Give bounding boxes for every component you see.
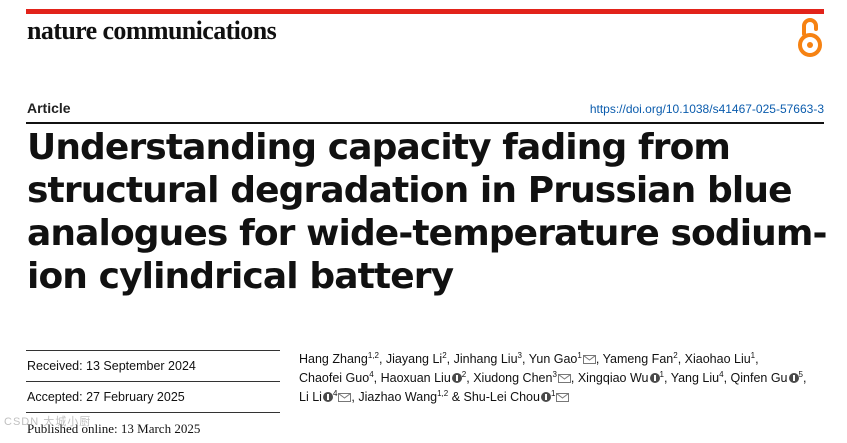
author-name-text: Shu-Lei Chou xyxy=(463,390,540,404)
author-name[interactable]: Yameng Fan2 xyxy=(602,351,678,367)
author-name[interactable]: Hang Zhang1,2 xyxy=(299,351,379,367)
author-name-text: Yang Liu xyxy=(670,371,720,385)
author-affiliation: 1 xyxy=(550,389,556,398)
author-name[interactable]: Yang Liu4 xyxy=(670,370,724,386)
open-access-lock-icon xyxy=(798,18,822,57)
author-name[interactable]: Xiaohao Liu1 xyxy=(684,351,756,367)
author-name[interactable]: Xiudong Chen3 xyxy=(473,371,571,385)
author-name-text: Haoxuan Liu xyxy=(380,371,451,385)
author-name-text: Yun Gao xyxy=(528,352,578,366)
orcid-icon[interactable] xyxy=(540,392,551,402)
author-name[interactable]: Qinfen Gu 5 xyxy=(730,370,803,386)
author-list: Hang Zhang1,2, Jiayang Li2, Jinhang Liu3… xyxy=(299,351,807,405)
author-affiliation: 3 xyxy=(517,351,522,360)
author-affiliation: 3 xyxy=(552,370,557,379)
publication-dates: Received: 13 September 2024 Accepted: 27… xyxy=(26,350,280,443)
author-name-text: Xiaohao Liu xyxy=(684,352,751,366)
author-name-text: Jiayang Li xyxy=(385,352,443,366)
author-affiliation: 4 xyxy=(332,389,338,398)
author-name[interactable]: Jinhang Liu3 xyxy=(453,351,522,367)
watermark: CSDN 大城小厨 xyxy=(4,416,92,428)
author-name-text: Jinhang Liu xyxy=(453,352,518,366)
author-name-text: Li Li xyxy=(299,390,322,404)
author-affiliation: 4 xyxy=(719,370,724,379)
doi-link[interactable]: https://doi.org/10.1038/s41467-025-57663… xyxy=(589,102,824,116)
author-name-text: Qinfen Gu xyxy=(730,371,788,385)
email-icon[interactable] xyxy=(582,355,596,364)
author-name[interactable]: Li Li 4 xyxy=(299,389,352,404)
author-affiliation: 1 xyxy=(577,351,582,360)
author-name-text: Chaofei Guo xyxy=(299,371,370,385)
email-icon[interactable] xyxy=(557,374,571,383)
journal-accent-bar xyxy=(26,9,824,14)
author-affiliation: 2 xyxy=(461,370,467,379)
author-affiliation: 2 xyxy=(442,351,447,360)
author-affiliation: 1 xyxy=(750,351,756,360)
article-title: Understanding capacity fading from struc… xyxy=(27,127,827,297)
orcid-icon[interactable] xyxy=(451,373,462,383)
author-affiliation: 4 xyxy=(369,370,374,379)
header-divider xyxy=(26,122,824,124)
author-name-text: Jiazhao Wang xyxy=(358,390,438,404)
author-name[interactable]: Yun Gao1 xyxy=(529,352,596,366)
author-affiliation: 2 xyxy=(673,351,678,360)
received-date: Received: 13 September 2024 xyxy=(26,350,280,381)
accepted-date: Accepted: 27 February 2025 xyxy=(26,381,280,412)
author-name-text: Xiudong Chen xyxy=(473,371,553,385)
author-name[interactable]: Shu-Lei Chou 1 xyxy=(464,390,570,404)
orcid-icon[interactable] xyxy=(649,373,660,383)
author-name[interactable]: Jiayang Li2 xyxy=(385,351,447,367)
author-affiliation: 1,2 xyxy=(367,351,379,360)
author-name-text: Yameng Fan xyxy=(602,352,674,366)
orcid-icon[interactable] xyxy=(788,373,799,383)
orcid-icon[interactable] xyxy=(322,392,333,402)
author-affiliation: 1,2 xyxy=(437,389,449,398)
email-icon[interactable] xyxy=(556,393,570,402)
journal-name[interactable]: nature communications xyxy=(27,16,277,45)
author-affiliation: 1 xyxy=(659,370,664,379)
author-name[interactable]: Jiazhao Wang1,2 xyxy=(358,389,449,405)
author-name-text: Xingqiao Wu xyxy=(577,371,649,385)
author-name[interactable]: Xingqiao Wu 1 xyxy=(577,370,664,386)
author-affiliation: 5 xyxy=(798,370,803,379)
published-date: Published online: 13 March 2025 xyxy=(26,412,280,443)
author-name[interactable]: Haoxuan Liu 2 xyxy=(380,370,467,386)
article-type-label: Article xyxy=(27,100,71,116)
author-name[interactable]: Chaofei Guo4 xyxy=(299,370,374,386)
email-icon[interactable] xyxy=(338,393,352,402)
author-name-text: Hang Zhang xyxy=(299,352,368,366)
